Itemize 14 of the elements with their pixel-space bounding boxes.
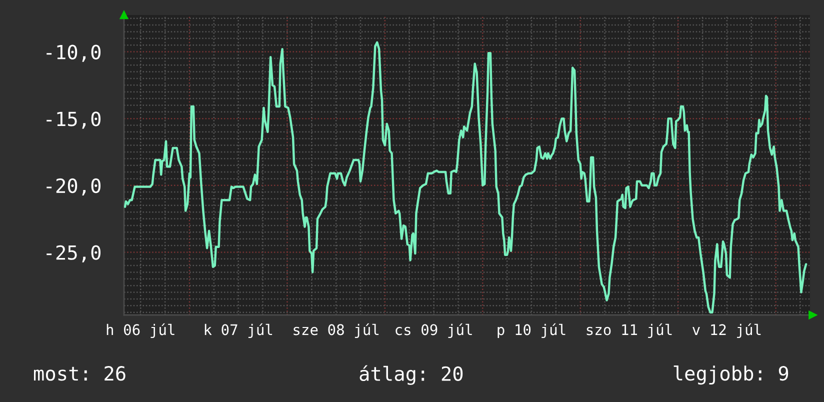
y-tick-label: -15,0 — [46, 112, 101, 129]
x-tick-label: k 07 júl — [204, 323, 272, 338]
y-tick-label: -10,0 — [46, 44, 101, 62]
y-tick-label: -20,0 — [46, 178, 101, 196]
y-tick-label: -25,0 — [46, 245, 101, 262]
x-tick-label: v 12 júl — [692, 323, 761, 338]
x-tick-label: h 06 júl — [106, 323, 174, 338]
text: átlag: 20 — [360, 365, 463, 385]
x-tick-label: sze 08 júl — [294, 323, 379, 338]
x-tick-label: p 10 júl — [498, 323, 566, 338]
text: most: 26 — [34, 366, 126, 381]
text: legjobb: 9 — [674, 366, 788, 385]
x-tick-label: szo 11 júl — [586, 323, 672, 338]
x-tick-label: cs 09 júl — [396, 323, 472, 338]
